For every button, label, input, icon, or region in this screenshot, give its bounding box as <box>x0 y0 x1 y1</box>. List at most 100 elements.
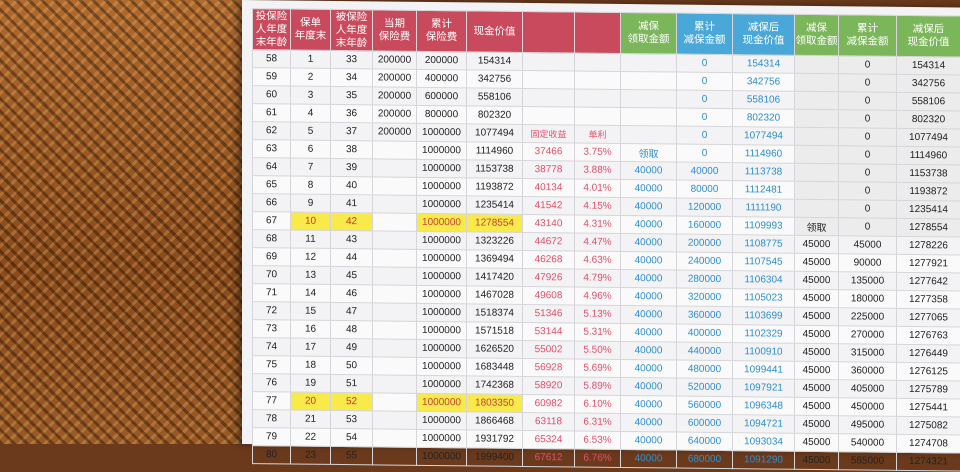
table-cell: 0 <box>839 74 897 93</box>
table-cell: 1275082 <box>897 416 960 435</box>
table-cell: 342756 <box>897 74 960 93</box>
table-cell: 1109993 <box>733 217 795 236</box>
table-cell: 73 <box>253 320 291 338</box>
column-header <box>575 12 621 53</box>
table-cell <box>795 109 839 127</box>
table-cell: 0 <box>839 146 897 165</box>
table-cell: 40000 <box>677 162 733 181</box>
table-cell: 1193872 <box>897 182 960 201</box>
table-cell: 1093034 <box>733 433 795 452</box>
column-header <box>523 11 575 53</box>
insurance-table-sheet: 投保险人年度末年龄保单年度末被保险人年度末年龄当期保险费累计保险费现金价值减保领… <box>242 0 960 452</box>
table-cell: 19 <box>291 374 331 392</box>
table-cell: 558106 <box>467 88 523 107</box>
table-cell: 49608 <box>523 286 575 305</box>
table-cell: 200000 <box>373 69 417 87</box>
table-cell: 40000 <box>621 233 677 252</box>
table-cell: 4.47% <box>575 233 621 251</box>
table-cell: 1235414 <box>897 200 960 219</box>
table-cell: 70 <box>253 266 291 284</box>
table-cell: 200000 <box>373 51 417 69</box>
table-cell: 802320 <box>897 110 960 129</box>
table-cell <box>523 52 575 71</box>
table-cell: 8 <box>291 176 331 194</box>
table-cell: 1323226 <box>467 232 523 251</box>
table-cell: 1000000 <box>417 177 467 196</box>
table-cell: 520000 <box>677 378 733 397</box>
table-cell: 7 <box>291 158 331 176</box>
table-cell: 80 <box>253 446 291 464</box>
table-cell <box>575 89 621 107</box>
table-cell: 15 <box>291 302 331 320</box>
table-cell: 20 <box>291 392 331 410</box>
table-cell: 12 <box>291 248 331 266</box>
table-cell: 4 <box>291 104 331 122</box>
table-cell: 41 <box>331 194 373 212</box>
column-header: 减保后现金价值 <box>897 15 960 57</box>
table-cell <box>373 285 417 303</box>
table-cell: 1278554 <box>897 218 960 237</box>
table-cell: 800000 <box>417 105 467 124</box>
table-cell: 1000000 <box>417 159 467 178</box>
table-cell: 40000 <box>621 251 677 270</box>
table-cell: 45000 <box>795 433 839 451</box>
table-cell: 585000 <box>839 452 897 471</box>
table-cell: 53144 <box>523 322 575 341</box>
table-cell: 40000 <box>621 377 677 396</box>
table-cell: 单利 <box>575 125 621 143</box>
table-cell: 400000 <box>677 324 733 343</box>
table-cell: 342756 <box>467 70 523 89</box>
table-cell: 200000 <box>417 51 467 70</box>
table-cell <box>373 177 417 195</box>
table-cell: 40000 <box>621 161 677 180</box>
table-cell: 154314 <box>897 56 960 75</box>
table-cell: 45000 <box>795 415 839 433</box>
table-cell: 50 <box>331 356 373 374</box>
table-cell: 440000 <box>677 342 733 361</box>
table-cell: 14 <box>291 284 331 302</box>
table-cell: 69 <box>253 248 291 266</box>
table-cell: 60982 <box>523 394 575 413</box>
table-cell: 6.53% <box>575 431 621 449</box>
table-cell: 1467028 <box>467 286 523 305</box>
table-cell: 3 <box>291 86 331 104</box>
table-cell: 154314 <box>733 55 795 74</box>
table-cell: 405000 <box>839 380 897 399</box>
table-cell <box>795 73 839 91</box>
table-cell: 40000 <box>621 359 677 378</box>
table-cell: 1931792 <box>467 430 523 449</box>
table-cell: 76 <box>253 374 291 392</box>
table-cell: 40000 <box>621 215 677 234</box>
table-cell: 63 <box>253 140 291 158</box>
table-cell: 5.69% <box>575 359 621 377</box>
table-cell: 40000 <box>621 287 677 306</box>
table-cell: 400000 <box>417 69 467 88</box>
table-cell <box>795 91 839 109</box>
column-header: 减保后现金价值 <box>733 14 795 56</box>
table-cell: 59 <box>253 68 291 86</box>
table-cell: 42 <box>331 212 373 230</box>
table-cell: 40000 <box>621 323 677 342</box>
table-cell <box>373 429 417 447</box>
table-cell: 40000 <box>621 179 677 198</box>
table-cell: 160000 <box>677 216 733 235</box>
table-cell: 558106 <box>897 92 960 111</box>
column-header: 当期保险费 <box>373 10 417 51</box>
table-cell: 1866468 <box>467 412 523 431</box>
table-cell: 1000000 <box>417 213 467 232</box>
table-cell: 64 <box>253 158 291 176</box>
table-cell <box>373 213 417 231</box>
table-cell: 1417420 <box>467 268 523 287</box>
table-cell: 16 <box>291 320 331 338</box>
table-cell: 77 <box>253 392 291 410</box>
table-cell: 36 <box>331 104 373 122</box>
table-cell: 40000 <box>621 197 677 216</box>
table-cell: 10 <box>291 212 331 230</box>
table-cell: 45000 <box>839 236 897 255</box>
column-header: 累计减保金额 <box>839 15 897 57</box>
table-cell: 18 <box>291 356 331 374</box>
table-cell: 56928 <box>523 358 575 377</box>
wicker-mat-background <box>0 0 250 444</box>
table-cell: 1277921 <box>897 254 960 273</box>
table-cell: 0 <box>839 218 897 237</box>
